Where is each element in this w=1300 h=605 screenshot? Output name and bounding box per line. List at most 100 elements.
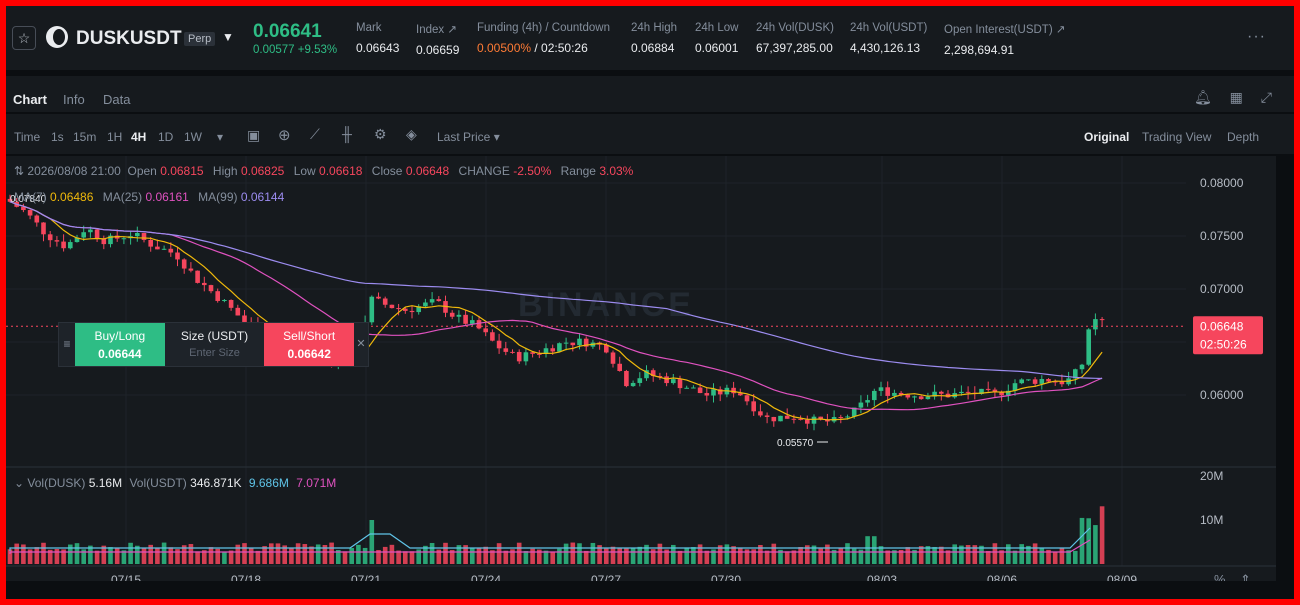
open-label: Open — [127, 164, 157, 178]
candle-body — [376, 296, 381, 299]
volume-bar — [905, 547, 911, 564]
volume-bar — [597, 545, 602, 564]
line-chart-icon[interactable]: ⟋ — [310, 126, 320, 142]
volume-bar — [215, 548, 220, 564]
volume-bar — [912, 549, 917, 564]
settings-icon[interactable]: ⚙ — [374, 126, 387, 142]
volume-bar — [315, 544, 321, 564]
volume-bar — [1066, 550, 1071, 564]
view-depth[interactable]: Depth — [1227, 130, 1260, 144]
candles-icon[interactable]: ╫ — [342, 126, 352, 142]
volume-bar — [74, 543, 80, 564]
volume-bar — [47, 549, 53, 564]
ma7-value: 0.06486 — [50, 190, 94, 204]
volume-bar — [436, 549, 442, 564]
countdown-value: 02:50:26 — [1200, 337, 1247, 351]
candlestick-chart[interactable]: 0.080000.075000.070000.065000.0600007/15… — [6, 156, 1276, 587]
stat-index[interactable]: Index ↗ 0.06659 — [416, 22, 459, 57]
volume-bar — [858, 549, 864, 564]
symbol-dropdown-icon[interactable]: ▼ — [222, 30, 234, 44]
volume-bar — [664, 549, 669, 564]
volume-bar — [650, 549, 656, 564]
price-type-select[interactable]: Last Price ▾ — [437, 130, 500, 144]
volume-bar — [456, 545, 462, 564]
size-input-placeholder[interactable]: Enter Size — [189, 347, 240, 359]
volume-bar — [195, 551, 200, 564]
tab-chart[interactable]: Chart — [13, 92, 47, 107]
volume-bar — [717, 545, 723, 564]
interval-15m[interactable]: 15m — [73, 130, 97, 144]
grid-layout-icon[interactable]: ▦ — [1229, 89, 1243, 105]
fullscreen-icon[interactable]: ⤢ — [1260, 89, 1272, 105]
view-original[interactable]: Original — [1084, 130, 1130, 144]
funding-countdown: / 02:50:26 — [531, 41, 588, 55]
stat-label: 24h Vol(DUSK) — [756, 22, 834, 34]
volume-bar — [550, 551, 555, 564]
candle-body — [677, 379, 683, 389]
candle-body — [429, 299, 435, 303]
bell-icon[interactable]: 🔔︎ — [1194, 89, 1212, 105]
tab-data[interactable]: Data — [103, 92, 131, 107]
candle-body — [965, 391, 971, 393]
volume-toggle-icon[interactable]: ⌄ — [14, 476, 28, 490]
interval-1d[interactable]: 1D — [158, 130, 174, 144]
stat-24h-low: 24h Low 0.06001 — [695, 22, 738, 55]
volume-bar — [811, 545, 817, 564]
sell-short-button[interactable]: Sell/Short 0.06642 — [264, 323, 355, 366]
volume-bar — [1059, 547, 1065, 564]
volume-bar — [918, 546, 924, 564]
date-axis-label: 08/09 — [1107, 573, 1137, 581]
candle-body — [912, 396, 917, 398]
volume-bar — [543, 550, 549, 564]
chart-area[interactable]: 0.080000.075000.070000.065000.0600007/15… — [6, 156, 1276, 587]
candle-body — [918, 396, 924, 400]
date-axis-label: 07/27 — [591, 573, 621, 581]
indicator-add-icon[interactable]: ⊕ — [278, 127, 291, 144]
high-label: High — [212, 164, 238, 178]
buy-long-button[interactable]: Buy/Long 0.06644 — [74, 323, 165, 366]
candle-body — [543, 348, 549, 354]
vol-usdt-label: Vol(USDT) — [129, 476, 187, 490]
volume-bar — [644, 544, 649, 564]
stat-open-interest[interactable]: Open Interest(USDT) ↗ 2,298,694.91 — [944, 22, 1065, 57]
volume-bar — [684, 547, 689, 564]
volume-bar — [309, 546, 314, 564]
more-intervals-icon[interactable]: ▾ — [217, 130, 224, 144]
close-icon[interactable]: ✕ — [356, 338, 366, 350]
interval-1w[interactable]: 1W — [184, 130, 202, 144]
candle-body — [577, 338, 582, 346]
symbol-name[interactable]: DUSKUSDT — [76, 28, 182, 49]
depth-settings-icon[interactable]: ◈ — [406, 126, 417, 142]
drag-handle-icon[interactable]: ≡ — [63, 337, 71, 351]
volume-bar — [108, 547, 113, 564]
volume-bar — [583, 550, 589, 564]
candle-body — [691, 387, 696, 389]
volume-bar — [21, 544, 26, 564]
volume-bar — [1079, 517, 1085, 564]
volume-bar — [604, 548, 609, 564]
candle-body — [771, 416, 777, 422]
candle-body — [1099, 319, 1105, 321]
volume-bar — [677, 550, 683, 564]
auto-scale-icon: ⇕ — [1240, 572, 1251, 581]
high-marker-label: 0.07840 — [10, 194, 47, 205]
tab-info[interactable]: Info — [63, 92, 85, 107]
volume-bar — [135, 545, 140, 564]
interval-4h[interactable]: 4H — [131, 130, 147, 144]
favorite-star-icon[interactable]: ☆ — [12, 26, 36, 50]
interval-1s[interactable]: 1s — [51, 130, 64, 144]
volume-bar — [1026, 545, 1031, 564]
candle-body — [563, 342, 569, 344]
volume-bar — [791, 550, 797, 564]
calendar-icon[interactable]: ▣ — [247, 127, 261, 143]
volume-bar — [403, 551, 408, 564]
candle-body — [416, 306, 421, 313]
volume-bar — [751, 549, 756, 564]
stat-label: 24h Low — [695, 22, 739, 34]
size-field[interactable]: Size (USDT) Enter Size — [165, 323, 265, 366]
time-label[interactable]: Time — [14, 130, 41, 144]
interval-1h[interactable]: 1H — [107, 130, 123, 144]
volume-bar — [939, 546, 944, 564]
view-trading-view[interactable]: Trading View — [1142, 130, 1212, 144]
more-options-icon[interactable]: ··· — [1247, 28, 1266, 45]
